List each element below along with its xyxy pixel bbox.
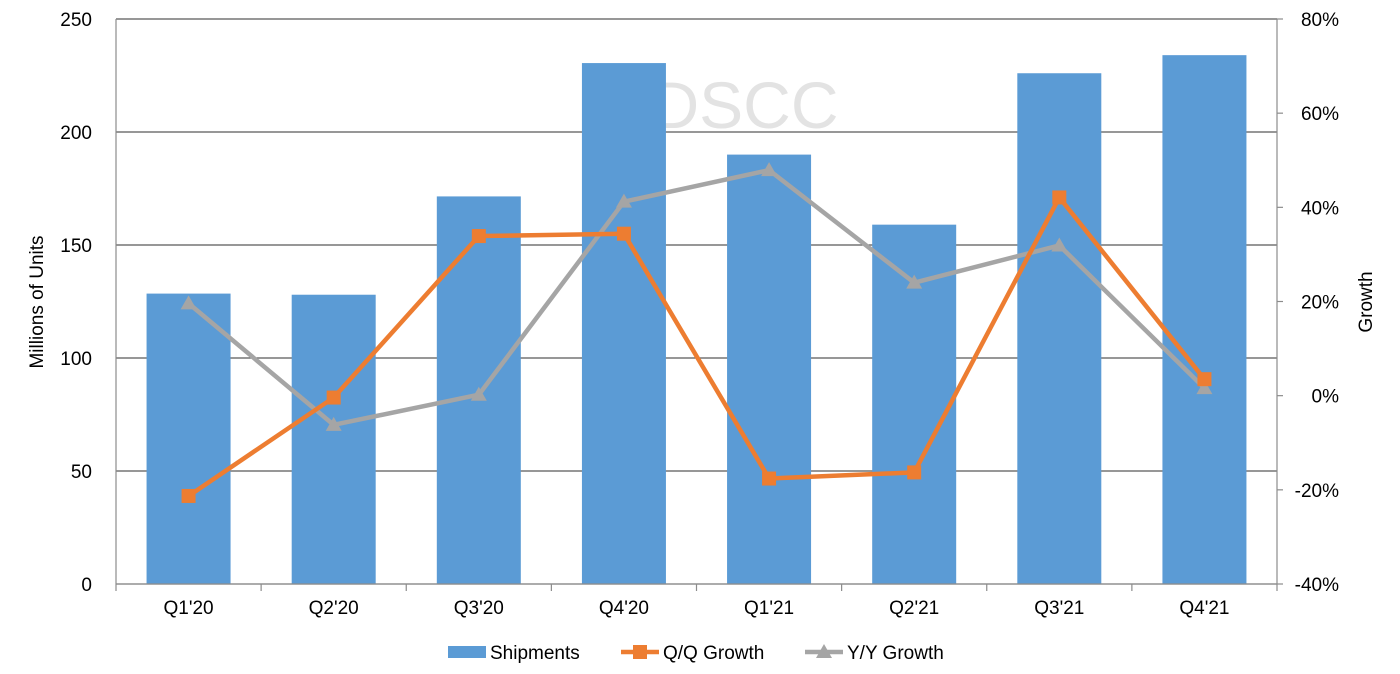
point-q-q-growth [471,229,486,244]
legend: Shipments Q/Q Growth Y/Y Growth [448,643,944,664]
y-tick-label: 0 [81,575,92,596]
y-tick-label: 150 [60,236,92,257]
bar-shipments [1162,55,1247,585]
bar-shipments [1017,73,1102,585]
legend-marker-y-y-growth [816,644,832,658]
x-tick-label: Q2'21 [889,598,939,619]
y-axis-title: Millions of Units [27,235,48,368]
point-y-y-growth [615,193,632,208]
y-tick-label: 200 [60,123,92,144]
bar-shipments [581,63,666,584]
point-q-q-growth [326,390,341,405]
y-tick-label: 100 [60,349,92,370]
y2-tick-label: 80% [1301,10,1339,31]
x-tick-label: Q1'21 [744,598,794,619]
bar-shipments [727,154,812,584]
y2-tick-label: 20% [1301,293,1339,314]
y-tick-label: 250 [60,10,92,31]
legend-label-y-y-growth: Y/Y Growth [847,643,944,664]
line-series [180,162,1213,503]
point-y-y-growth [906,274,923,289]
point-q-q-growth [616,226,631,241]
legend-label-shipments: Shipments [490,643,580,664]
point-q-q-growth [1197,372,1212,387]
x-tick-label: Q1'20 [164,598,214,619]
x-tick-label: Q4'21 [1179,598,1229,619]
legend-label-q-q-growth: Q/Q Growth [663,643,764,664]
x-tick-label: Q4'20 [599,598,649,619]
x-tick-label: Q2'20 [309,598,359,619]
watermark: DSCC [651,68,838,142]
point-y-y-growth [325,416,342,431]
y2-tick-label: -40% [1295,575,1339,596]
point-y-y-growth [180,295,197,310]
tick-labels: 0 50 100 150 200 250 -40% -20% 0% 20% 40% 60% 80% Q1'… [60,10,1339,619]
y-tick-label: 50 [71,462,92,483]
point-q-q-growth [1052,190,1067,205]
point-y-y-growth [761,162,778,177]
legend-marker-q-q-growth [633,645,647,659]
y2-axis-title: Growth [1356,271,1377,332]
point-q-q-growth [762,471,777,486]
legend-swatch-shipments [448,646,486,658]
x-tick-label: Q3'21 [1034,598,1084,619]
point-y-y-growth [1051,237,1068,252]
x-tick-label: Q3'20 [454,598,504,619]
bar-shipments [291,294,376,584]
line-q-q-growth [187,195,1207,498]
axes [115,18,1283,591]
point-q-q-growth [181,488,196,503]
y2-tick-label: -20% [1295,481,1339,502]
bar-shipments [146,293,231,584]
y2-tick-label: 60% [1301,104,1339,125]
y2-tick-label: 40% [1301,198,1339,219]
point-y-y-growth [1196,380,1213,395]
y2-tick-label: 0% [1312,387,1340,408]
point-y-y-growth [470,386,487,401]
line-y-y-growth [187,167,1207,428]
point-q-q-growth [907,465,922,480]
